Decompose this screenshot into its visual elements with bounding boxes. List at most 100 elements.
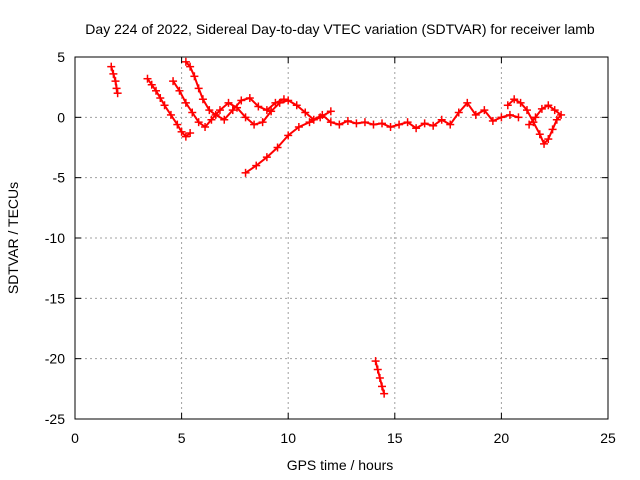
- data-point: [198, 95, 207, 104]
- x-tick-label: 15: [387, 430, 403, 446]
- y-tick-label: -25: [45, 411, 65, 427]
- data-point: [373, 365, 382, 374]
- data-point: [107, 62, 116, 71]
- data-point: [305, 118, 314, 127]
- data-point: [152, 86, 161, 95]
- data-point: [181, 98, 190, 107]
- data-point: [326, 107, 335, 116]
- series-line: [506, 98, 563, 145]
- data-point: [557, 110, 566, 119]
- data-point: [220, 115, 229, 124]
- data-point: [437, 115, 446, 124]
- data-point: [143, 74, 152, 83]
- data-point: [516, 98, 525, 107]
- series-track-b: [143, 74, 195, 141]
- x-tick-label: 0: [71, 430, 79, 446]
- data-point: [250, 120, 259, 129]
- y-tick-label: -15: [45, 290, 65, 306]
- data-point: [522, 106, 531, 115]
- data-point: [166, 110, 175, 119]
- y-axis-label: SDTVAR / TECUs: [5, 182, 21, 294]
- data-point: [177, 127, 186, 136]
- data-point: [175, 86, 184, 95]
- data-point: [386, 122, 395, 131]
- data-point: [529, 118, 538, 127]
- x-axis-label: GPS time / hours: [287, 457, 394, 473]
- data-point: [535, 130, 544, 139]
- data-point: [380, 389, 389, 398]
- data-point: [284, 96, 293, 105]
- data-point: [480, 106, 489, 115]
- data-point: [262, 106, 271, 115]
- data-point: [207, 115, 216, 124]
- data-point: [111, 77, 120, 86]
- series-line: [146, 77, 192, 138]
- data-point: [420, 119, 429, 128]
- data-point: [156, 94, 165, 103]
- data-point: [316, 113, 325, 122]
- chart-title: Day 224 of 2022, Sidereal Day-to-day VTE…: [85, 21, 595, 37]
- data-point: [169, 77, 178, 86]
- series-track-f: [503, 95, 566, 148]
- data-point: [378, 119, 387, 128]
- data-point: [190, 72, 199, 81]
- series-track-g: [371, 357, 389, 398]
- data-point: [181, 132, 190, 141]
- data-series: [107, 57, 566, 398]
- data-point: [544, 135, 553, 144]
- data-point: [109, 69, 118, 78]
- data-point: [211, 110, 220, 119]
- data-point: [241, 168, 250, 177]
- data-point: [488, 116, 497, 125]
- data-point: [228, 106, 237, 115]
- data-point: [267, 107, 276, 116]
- data-point: [173, 120, 182, 129]
- data-point: [181, 57, 190, 66]
- data-point: [258, 118, 267, 127]
- data-point: [147, 80, 156, 89]
- series-track-e: [241, 107, 335, 177]
- y-tick-label: -5: [53, 170, 66, 186]
- data-point: [531, 113, 540, 122]
- data-point: [540, 139, 549, 148]
- data-point: [245, 94, 254, 103]
- data-point: [360, 118, 369, 127]
- data-point: [279, 95, 288, 104]
- x-tick-label: 25: [600, 430, 616, 446]
- x-tick-label: 5: [178, 430, 186, 446]
- data-point: [188, 108, 197, 117]
- data-point: [254, 102, 263, 111]
- data-point: [510, 95, 519, 104]
- data-point: [446, 120, 455, 129]
- data-point: [186, 129, 195, 138]
- data-point: [544, 101, 553, 110]
- data-point: [503, 101, 512, 110]
- data-point: [224, 98, 233, 107]
- data-point: [552, 115, 561, 124]
- data-point: [454, 108, 463, 117]
- y-tick-label: 0: [57, 109, 65, 125]
- y-tick-label: 5: [57, 49, 65, 65]
- data-point: [505, 110, 514, 119]
- y-tick-label: -20: [45, 351, 65, 367]
- data-point: [343, 116, 352, 125]
- series-track-d: [181, 57, 288, 124]
- data-point: [292, 101, 301, 110]
- data-point: [326, 118, 335, 127]
- data-point: [205, 106, 214, 115]
- data-point: [273, 143, 282, 152]
- data-point: [194, 118, 203, 127]
- data-point: [378, 382, 387, 391]
- data-point: [262, 153, 271, 162]
- data-point: [497, 113, 506, 122]
- data-point: [371, 357, 380, 366]
- data-point: [252, 161, 261, 170]
- data-point: [429, 121, 438, 130]
- data-point: [412, 124, 421, 133]
- data-point: [301, 108, 310, 117]
- data-point: [375, 373, 384, 382]
- data-point: [113, 89, 122, 98]
- data-point: [537, 104, 546, 113]
